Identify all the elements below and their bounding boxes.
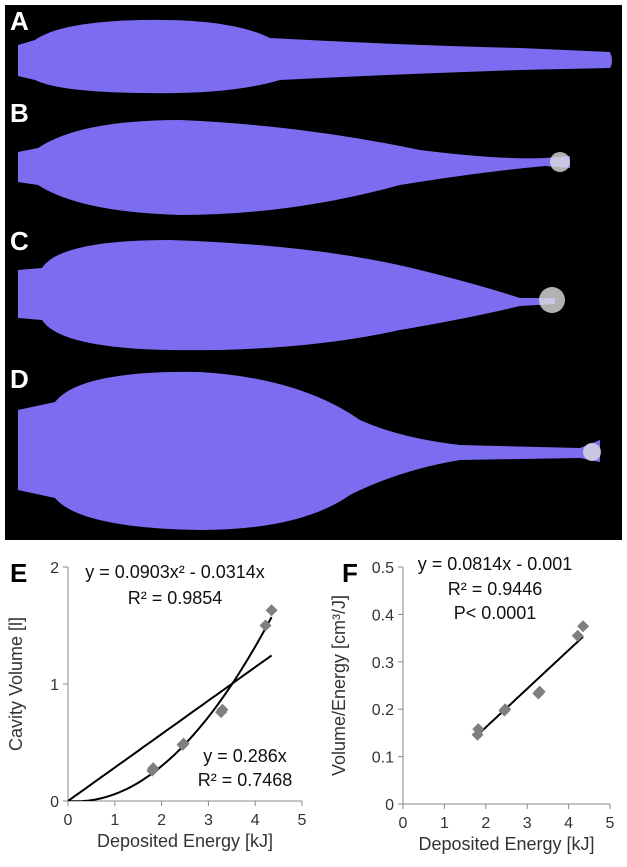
trendline-label: R² = 0.7468 xyxy=(198,770,293,790)
x-tick-label: 0 xyxy=(64,812,73,829)
x-tick-label: 2 xyxy=(481,815,490,832)
trendline xyxy=(476,635,584,736)
y-tick-label: 0.3 xyxy=(372,655,394,672)
y-tick-label: 0.1 xyxy=(372,750,394,767)
data-point xyxy=(177,737,190,750)
x-tick-label: 3 xyxy=(523,815,532,832)
data-point xyxy=(533,685,546,698)
y-tick-label: 0.5 xyxy=(372,560,394,577)
cavity-render xyxy=(18,120,570,215)
y-tick-label: 1 xyxy=(50,677,59,694)
y-tick-label: 0.2 xyxy=(372,702,394,719)
data-point xyxy=(216,703,229,716)
panel-label: E xyxy=(10,558,27,588)
y-tick-label: 0 xyxy=(50,794,59,811)
x-tick-label: 5 xyxy=(298,812,307,829)
trendline-label: y = 0.286x xyxy=(203,746,287,766)
trendline-label: P< 0.0001 xyxy=(454,603,537,623)
x-tick-label: 3 xyxy=(204,812,213,829)
panel-label: B xyxy=(10,98,29,128)
y-axis-label: Volume/Energy [cm³/J] xyxy=(329,595,349,776)
data-point xyxy=(147,762,160,775)
cavity-render xyxy=(18,19,612,94)
data-point xyxy=(499,703,512,716)
bubble-cloud xyxy=(550,152,570,172)
trendline-label: y = 0.0814x - 0.001 xyxy=(418,554,573,574)
bubble-cloud xyxy=(539,287,565,313)
bubble-cloud xyxy=(583,443,601,461)
x-tick-label: 5 xyxy=(606,815,615,832)
panel-label: A xyxy=(10,6,29,36)
data-point xyxy=(265,604,278,617)
panel-label: D xyxy=(10,364,29,394)
data-point xyxy=(577,620,590,633)
x-tick-label: 1 xyxy=(110,812,119,829)
panel-label: F xyxy=(342,558,358,588)
trendline-label: R² = 0.9446 xyxy=(448,579,543,599)
data-point xyxy=(259,619,272,632)
y-tick-label: 2 xyxy=(50,560,59,577)
trendline-label: y = 0.0903x² - 0.0314x xyxy=(85,562,265,582)
cavity-render xyxy=(18,371,600,530)
x-tick-label: 0 xyxy=(399,815,408,832)
data-point xyxy=(472,723,485,736)
data-point xyxy=(571,629,584,642)
x-axis-label: Deposited Energy [kJ] xyxy=(97,831,273,851)
trendline xyxy=(68,654,273,801)
y-tick-label: 0 xyxy=(385,797,394,814)
x-tick-label: 4 xyxy=(564,815,573,832)
x-tick-label: 1 xyxy=(440,815,449,832)
y-axis-label: Cavity Volume [l] xyxy=(6,617,26,751)
x-tick-label: 4 xyxy=(251,812,260,829)
x-axis-label: Deposited Energy [kJ] xyxy=(418,834,594,854)
x-tick-label: 2 xyxy=(157,812,166,829)
trendline xyxy=(68,616,273,801)
panel-label: C xyxy=(10,226,29,256)
cavity-render xyxy=(18,240,555,351)
trendline-label: R² = 0.9854 xyxy=(128,588,223,608)
y-tick-label: 0.4 xyxy=(372,607,394,624)
